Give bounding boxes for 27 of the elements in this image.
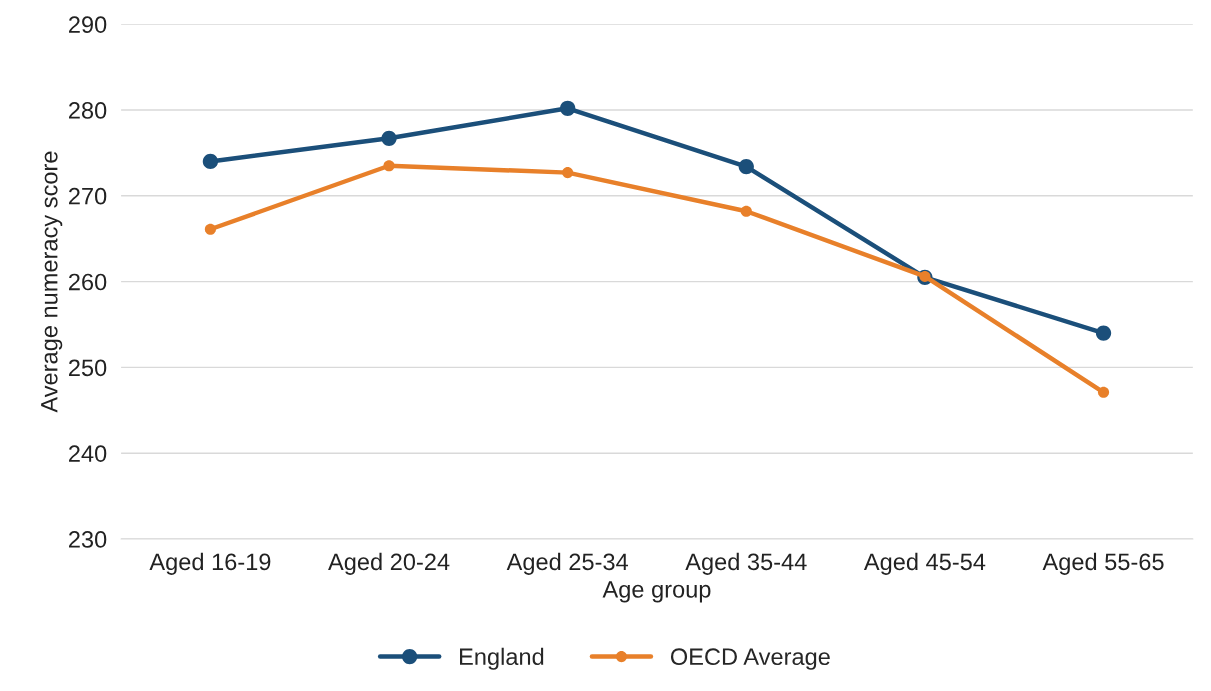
- point: [204, 223, 216, 235]
- legend-label: England: [460, 647, 544, 670]
- y-tick-label: 250: [69, 359, 107, 377]
- y-axis-title: Average numeracy score: [41, 151, 63, 413]
- point: [381, 130, 397, 146]
- point: [202, 153, 219, 170]
- x-tick-label: Aged 16-19: [149, 552, 271, 575]
- y-tick-label: 270: [69, 187, 107, 205]
- y-tick-label: 240: [69, 445, 107, 462]
- x-tick-label: Aged 35-44: [685, 552, 807, 575]
- y-tick-label: 260: [69, 273, 107, 291]
- point: [560, 100, 576, 116]
- x-tick-label: Aged 45-54: [863, 552, 986, 575]
- point: [738, 158, 754, 175]
- y-tick-label: 280: [69, 102, 107, 119]
- x-tick-label: Aged 55-65: [1042, 552, 1164, 575]
- point: [562, 167, 574, 179]
- y-tick-label: 290: [69, 16, 107, 33]
- x-axis-title: Age group: [602, 581, 711, 603]
- legend-label: OECD Average: [670, 648, 830, 670]
- point: [1095, 325, 1112, 341]
- point: [740, 205, 752, 217]
- x-tick-label: Aged 25-34: [506, 552, 629, 575]
- point: [383, 160, 395, 172]
- x-tick-label: Aged 20-24: [328, 552, 450, 575]
- point: [1097, 386, 1110, 398]
- y-tick-label: 230: [69, 531, 107, 548]
